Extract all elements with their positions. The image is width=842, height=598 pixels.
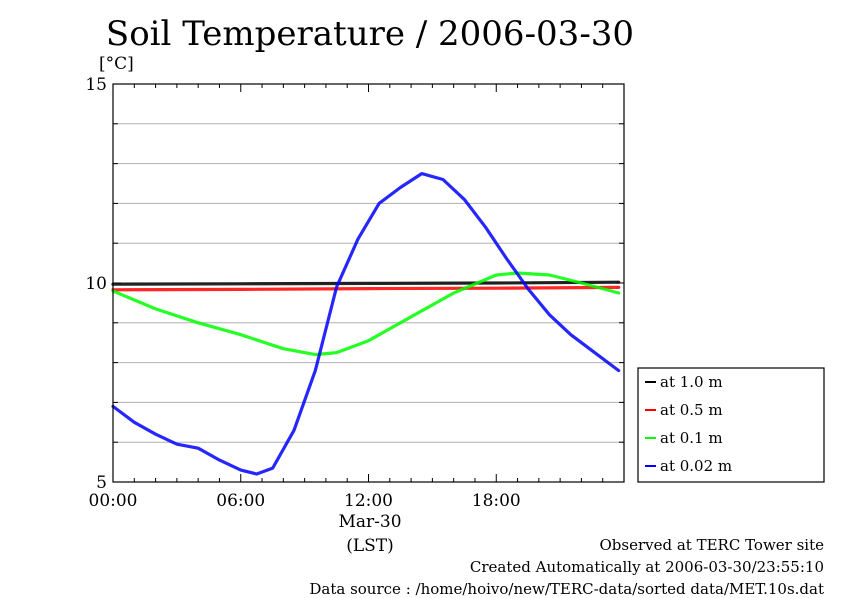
x-axis-label: (LST) (346, 536, 394, 556)
legend: at 1.0 m at 0.5 m at 0.1 m at 0.02 m (637, 367, 825, 483)
x-tick-label: 18:00 (472, 491, 521, 511)
y-axis-label: [°C] (99, 54, 134, 74)
legend-label: at 0.1 m (660, 429, 723, 447)
legend-label: at 1.0 m (660, 373, 723, 391)
x-tick-label: 06:00 (216, 491, 265, 511)
tick-labels: 5 10 15 00:00 06:00 12:00 18:00 (85, 75, 520, 511)
series-line-3 (111, 172, 621, 476)
legend-label: at 0.5 m (660, 401, 723, 419)
series-line-2 (111, 271, 621, 357)
legend-label: at 0.02 m (660, 457, 732, 475)
chart-title: Soil Temperature / 2006-03-30 (105, 14, 635, 54)
y-tick-label: 5 (96, 473, 107, 493)
footer-source: Data source : /home/hoivo/new/TERC-data/… (309, 580, 824, 598)
legend-box (637, 367, 825, 483)
y-tick-label: 15 (85, 75, 107, 95)
series-layer (111, 172, 621, 476)
x-tick-label: 00:00 (89, 491, 138, 511)
footer-created: Created Automatically at 2006-03-30/23:5… (469, 558, 824, 576)
series-line-1 (111, 285, 621, 292)
series-line-0 (111, 280, 621, 286)
footer-site: Observed at TERC Tower site (599, 536, 824, 554)
x-tick-label: 12:00 (344, 491, 393, 511)
y-tick-label: 10 (85, 274, 107, 294)
x-date-label: Mar-30 (338, 512, 401, 532)
axis-ticks (113, 84, 624, 482)
